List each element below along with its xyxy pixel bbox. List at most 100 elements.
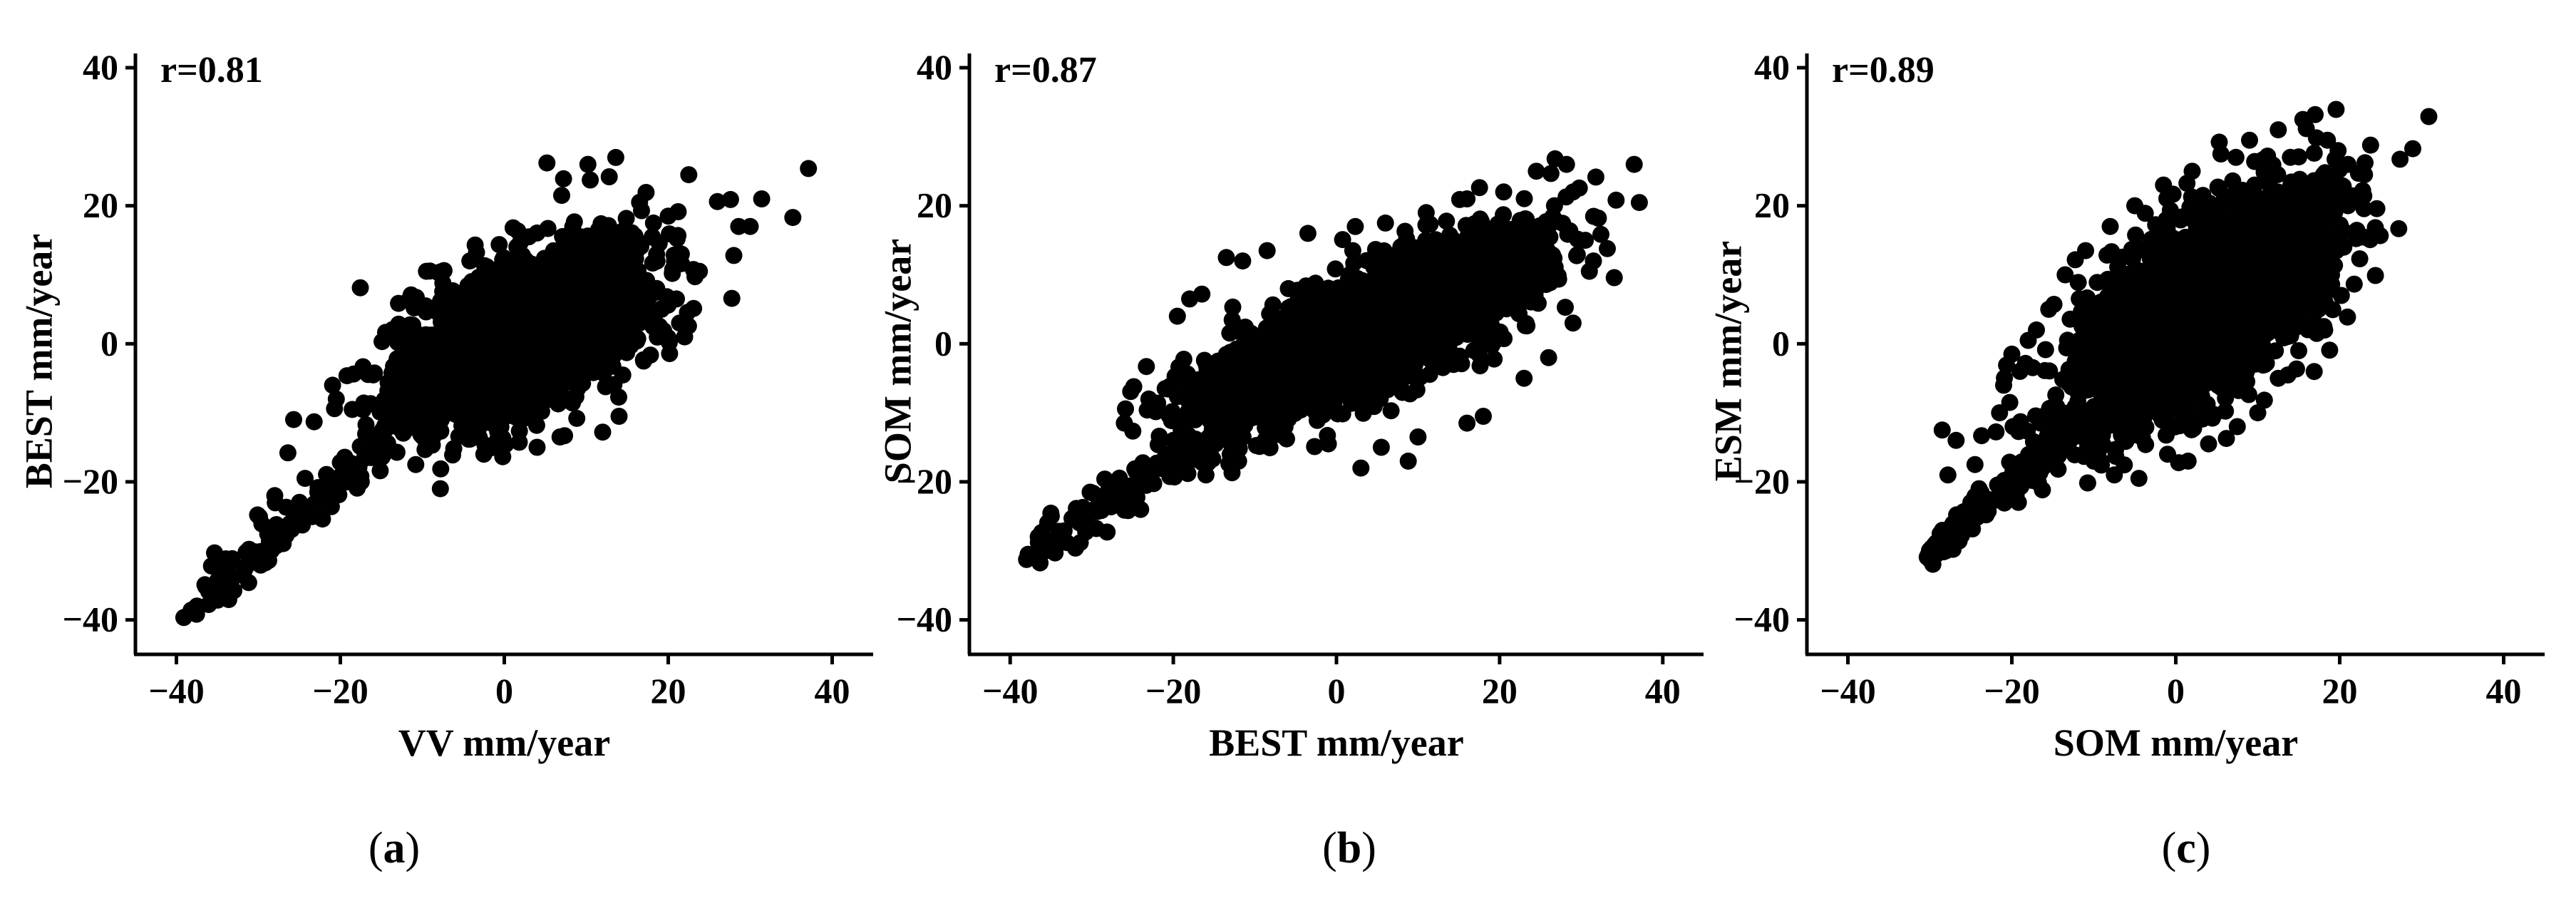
data-point — [1607, 191, 1625, 209]
data-point — [617, 210, 635, 227]
data-point — [1587, 168, 1604, 186]
data-point — [495, 281, 512, 299]
data-point — [685, 299, 703, 317]
y-tick-label: 0 — [101, 323, 118, 363]
data-point — [209, 572, 227, 590]
data-point — [249, 506, 267, 524]
data-point — [389, 334, 406, 351]
data-point — [237, 543, 255, 561]
data-point — [753, 190, 771, 207]
data-points — [175, 148, 818, 627]
data-point — [644, 254, 661, 272]
data-point — [364, 366, 382, 383]
x-tick-label: −40 — [148, 671, 205, 711]
data-point — [392, 366, 410, 383]
data-point — [538, 154, 556, 172]
data-point — [266, 487, 284, 505]
data-point — [635, 352, 652, 370]
data-point — [413, 356, 431, 374]
data-point — [285, 411, 302, 428]
data-point — [368, 436, 386, 453]
data-point — [631, 193, 649, 211]
x-tick-label: −20 — [312, 671, 369, 711]
data-point — [568, 409, 586, 427]
data-point — [565, 294, 582, 312]
data-point — [475, 446, 493, 463]
data-point — [588, 269, 606, 287]
data-point — [648, 279, 666, 297]
data-point — [528, 438, 546, 456]
data-point — [619, 302, 637, 319]
data-point — [1557, 299, 1574, 316]
data-point — [510, 362, 528, 380]
data-point — [551, 428, 569, 446]
data-point — [607, 283, 625, 301]
data-point — [436, 321, 453, 339]
data-point — [524, 344, 542, 361]
data-point — [225, 568, 242, 586]
data-point — [373, 333, 391, 351]
data-point — [559, 364, 577, 381]
data-point — [473, 321, 490, 339]
data-point — [188, 597, 206, 615]
data-point — [457, 391, 475, 408]
data-point — [479, 263, 497, 281]
data-point — [324, 376, 341, 394]
data-point — [418, 262, 436, 280]
data-point — [1421, 366, 1438, 383]
data-point — [579, 252, 597, 270]
y-axis-label: BEST mm/year — [17, 234, 60, 489]
data-point — [540, 304, 558, 321]
data-point — [354, 401, 372, 418]
data-point — [597, 378, 614, 396]
correlation-annotation: r=0.81 — [160, 50, 263, 91]
data-point — [552, 393, 570, 411]
y-tick-label: 20 — [83, 185, 118, 225]
y-tick-label: 40 — [83, 47, 118, 87]
data-points — [1018, 150, 1648, 572]
data-point — [741, 217, 759, 235]
data-point — [661, 334, 678, 351]
data-point — [564, 254, 582, 272]
data-point — [539, 220, 557, 237]
data-point — [490, 236, 508, 254]
data-point — [403, 401, 421, 418]
data-point — [589, 221, 607, 239]
data-point — [431, 480, 449, 498]
data-point — [1471, 210, 1489, 228]
data-point — [432, 460, 450, 478]
data-point — [508, 395, 526, 413]
data-point — [610, 408, 628, 425]
data-point — [1599, 240, 1616, 257]
x-tick-label: 40 — [815, 671, 850, 711]
data-point — [305, 413, 323, 431]
data-point — [352, 468, 370, 485]
data-point — [262, 542, 280, 560]
data-point — [602, 349, 619, 367]
data-point — [668, 290, 685, 308]
data-point — [321, 473, 339, 490]
data-point — [507, 324, 525, 341]
data-point — [1630, 194, 1648, 212]
data-point — [579, 155, 597, 173]
data-point — [303, 508, 321, 525]
data-point — [1605, 269, 1623, 287]
data-point — [723, 289, 741, 307]
data-point — [434, 274, 452, 292]
data-point — [595, 250, 612, 268]
data-point — [555, 170, 572, 187]
data-point — [676, 328, 694, 346]
data-point — [669, 227, 687, 244]
data-point — [582, 171, 599, 189]
data-point — [594, 296, 612, 314]
data-point — [494, 308, 512, 326]
data-point — [721, 190, 739, 208]
data-point — [626, 229, 644, 246]
data-point — [407, 419, 425, 437]
data-point — [784, 209, 802, 227]
data-point — [582, 334, 600, 351]
data-point — [523, 262, 541, 279]
data-point — [623, 282, 641, 300]
data-point — [455, 283, 473, 301]
data-point — [554, 227, 572, 245]
